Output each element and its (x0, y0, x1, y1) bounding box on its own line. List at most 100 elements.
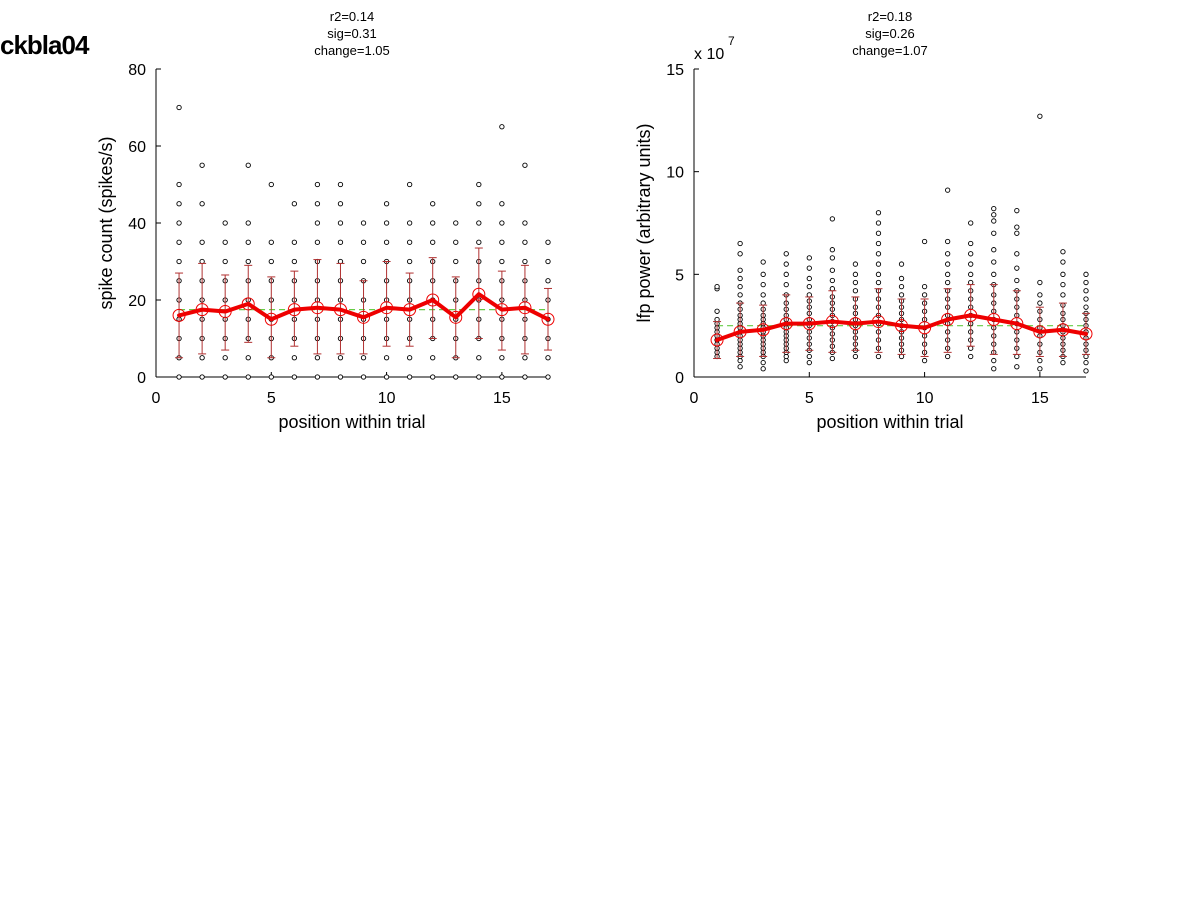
x-tick-label: 5 (267, 390, 276, 407)
trial-point (760, 281, 766, 288)
trial-point (360, 258, 367, 265)
trial-point (829, 277, 836, 284)
mean-point (802, 317, 816, 331)
trial-point (314, 201, 321, 207)
trial-point (1037, 300, 1043, 306)
mean-point (710, 333, 724, 347)
y-axis-label: spike count (spikes/s) (96, 136, 116, 309)
trial-point (360, 239, 367, 245)
trial-point (944, 271, 951, 277)
mean-point (403, 303, 417, 317)
trial-point (968, 279, 974, 286)
trial-point (222, 220, 228, 226)
y-tick-label: 5 (675, 267, 684, 284)
trial-point (829, 255, 836, 261)
trial-point (737, 240, 743, 247)
trial-point (1083, 359, 1089, 366)
mean-point (987, 313, 1001, 327)
mean-point (218, 305, 232, 319)
mean-point (541, 312, 555, 326)
trial-point (875, 240, 882, 247)
trial-point (968, 220, 974, 226)
trial-point (921, 284, 928, 290)
trial-point (360, 220, 367, 226)
trial-point (875, 279, 882, 286)
stat-line: sig=0.31 (327, 26, 377, 41)
trial-point (383, 201, 390, 207)
mean-point (495, 303, 509, 317)
trial-point (1014, 208, 1020, 214)
trial-point (1037, 113, 1043, 119)
trial-point (875, 271, 882, 277)
trial-point (199, 162, 205, 168)
mean-point (895, 319, 909, 333)
stat-line: change=1.05 (314, 43, 390, 58)
trial-point (476, 220, 482, 226)
trial-point (1014, 251, 1020, 257)
y-tick-label: 40 (128, 216, 146, 233)
trial-point (476, 239, 482, 245)
trial-point (406, 239, 413, 245)
trial-point (176, 374, 182, 380)
trial-point (406, 258, 413, 265)
x-tick-label: 10 (916, 390, 934, 407)
mean-point (848, 317, 862, 331)
trial-point (314, 239, 321, 245)
trial-point (176, 181, 182, 188)
trial-point (314, 355, 321, 361)
trial-point (944, 251, 951, 257)
mean-point (871, 315, 885, 329)
trial-point (829, 286, 836, 292)
mean-point (449, 310, 463, 324)
trial-point (1060, 249, 1066, 255)
y-tick-label: 0 (137, 370, 146, 387)
trial-point (199, 355, 205, 361)
trial-point (222, 258, 228, 265)
trial-point (522, 374, 528, 380)
trial-point (360, 355, 367, 361)
trial-point (360, 374, 367, 380)
trial-point (783, 261, 789, 267)
trial-point (337, 220, 344, 226)
trial-point (737, 267, 743, 273)
mean-point (756, 323, 770, 337)
trial-point (453, 374, 459, 380)
trial-point (476, 355, 482, 361)
trial-point (968, 240, 974, 247)
trial-point (991, 212, 997, 218)
trial-point (1014, 364, 1020, 370)
stat-line: change=1.07 (852, 43, 928, 58)
mean-point (241, 297, 255, 311)
x-tick-label: 15 (493, 390, 511, 407)
trial-point (898, 353, 905, 360)
trial-point (245, 374, 251, 380)
y-tick-label: 0 (675, 370, 684, 387)
mean-point (472, 287, 486, 301)
trial-point (314, 181, 321, 188)
trial-point (176, 258, 182, 265)
trial-point (499, 258, 505, 265)
x-tick-label: 10 (378, 390, 396, 407)
trial-point (1083, 353, 1089, 360)
trial-point (1014, 224, 1020, 230)
trial-point (760, 366, 766, 372)
trial-point (222, 374, 228, 380)
trial-point (760, 359, 766, 366)
x-tick-label: 5 (805, 390, 814, 407)
trial-point (737, 251, 743, 257)
trial-point (829, 247, 836, 253)
trial-point (545, 258, 551, 265)
trial-point (245, 355, 251, 361)
trial-point (268, 239, 274, 245)
trial-point (476, 374, 482, 380)
mean-point (357, 310, 371, 324)
trial-point (991, 259, 997, 265)
trial-point (1037, 292, 1043, 298)
trial-point (1083, 296, 1089, 302)
trial-point (1083, 279, 1089, 286)
trial-point (499, 239, 505, 245)
mean-point (380, 301, 394, 315)
trial-point (199, 374, 205, 380)
trial-point (337, 374, 344, 380)
trial-point (944, 261, 951, 267)
